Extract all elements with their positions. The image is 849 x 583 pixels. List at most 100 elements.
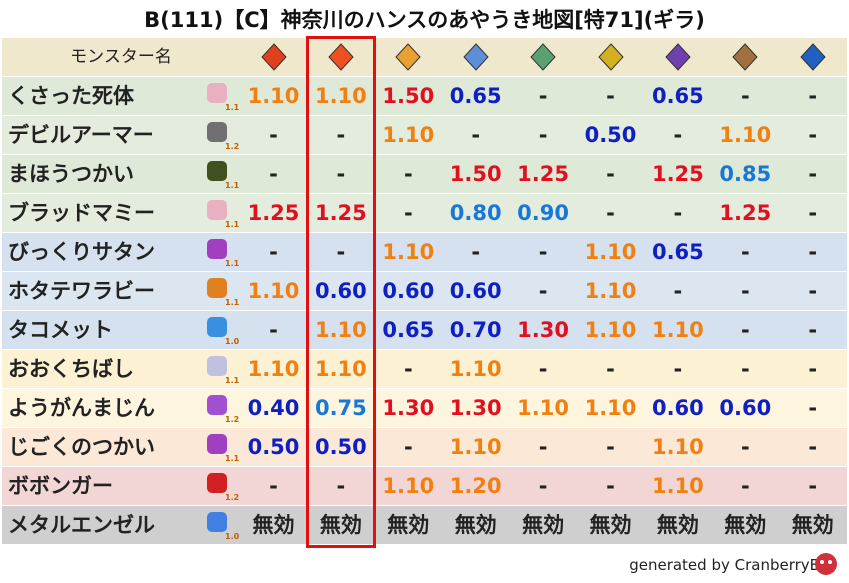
monster-icon: [207, 239, 227, 259]
resistance-value: -: [471, 123, 481, 147]
resistance-value: -: [808, 240, 818, 264]
icon: [395, 43, 421, 71]
monster-level: 1.1: [225, 259, 240, 268]
resistance-value: 0.50: [314, 435, 367, 459]
monster-icon: [207, 434, 227, 454]
resistance-value: 1.10: [247, 357, 300, 381]
resistance-value: 1.10: [449, 357, 502, 381]
header-label: モンスター名: [70, 47, 172, 67]
resistance-value: -: [471, 240, 481, 264]
resistance-value: 0.60: [314, 279, 367, 303]
table-row: ボボンガー 1.2 - - 1.10 1.20 - - 1.10 - -: [2, 467, 847, 506]
icon: [597, 43, 624, 71]
resistance-value: 1.10: [314, 357, 367, 381]
resistance-value: -: [403, 162, 413, 186]
resistance-value: -: [269, 318, 278, 342]
resistance-value: -: [740, 84, 750, 108]
monster-level: 1.1: [225, 298, 240, 307]
resistance-value: -: [606, 357, 615, 381]
resistance-value: -: [740, 474, 750, 498]
icon: [328, 43, 354, 71]
resistance-value: 1.30: [382, 396, 435, 420]
element-icon: [577, 38, 644, 76]
element-icon: [644, 38, 711, 76]
resistance-value: -: [336, 240, 346, 264]
resistance-value: 1.25: [517, 162, 569, 186]
resistance-value: 1.25: [314, 201, 367, 225]
table-row: じごくのつかい 1.1 0.50 0.50 - 1.10 - - 1.10 - -: [2, 428, 847, 467]
table-row: デビルアーマー 1.2 - - 1.10 - - 0.50 - 1.10 -: [2, 116, 847, 155]
monster-name: メタルエンゼル: [8, 513, 155, 537]
monster-level: 1.1: [225, 376, 240, 385]
monster-level: 1.1: [225, 181, 240, 190]
resistance-value: -: [740, 357, 750, 381]
resistance-value: 0.80: [449, 201, 502, 225]
resistance-value: 1.10: [247, 279, 300, 303]
resistance-value: 0.65: [651, 84, 704, 108]
monster-level: 1.1: [225, 454, 240, 463]
monster-icon: [207, 473, 227, 493]
element-icon: [375, 38, 442, 76]
resistance-value: -: [808, 435, 818, 459]
resistance-value: 1.10: [382, 240, 435, 264]
monster-name: じごくのつかい: [8, 435, 155, 459]
resistance-value: 無効: [522, 513, 565, 537]
monster-name: おおくちばし: [8, 357, 134, 381]
resistance-value: 1.25: [247, 201, 300, 225]
resistance-value: 無効: [589, 513, 632, 537]
element-icon: [442, 38, 509, 76]
monster-name: ボボンガー: [8, 474, 113, 498]
monster-name: ようがんまじん: [8, 396, 155, 420]
resistance-value: 1.10: [651, 474, 704, 498]
resistance-value: 1.10: [382, 123, 435, 147]
resistance-value: -: [538, 357, 548, 381]
resistance-value: 無効: [252, 513, 295, 537]
resistance-value: -: [538, 279, 548, 303]
monster-level: 1.2: [225, 142, 240, 151]
resistance-value: 0.50: [247, 435, 300, 459]
resistance-value: -: [606, 474, 615, 498]
monster-name: ホタテワラビー: [8, 279, 155, 303]
resistance-value: 0.65: [382, 318, 435, 342]
resistance-value: -: [673, 279, 683, 303]
resistance-value: 1.10: [449, 435, 502, 459]
resistance-value: -: [673, 123, 683, 147]
resistance-value: -: [403, 357, 413, 381]
resistance-value: 0.70: [449, 318, 502, 342]
resistance-value: 0.65: [651, 240, 704, 264]
resistance-value: 無効: [319, 513, 362, 537]
resistance-value: -: [606, 84, 615, 108]
element-icon: [779, 38, 846, 76]
resistance-value: 0.60: [651, 396, 704, 420]
element-icon: [712, 38, 779, 76]
resistance-value: 0.60: [719, 396, 772, 420]
icon: [665, 43, 691, 71]
monster-icon: [207, 356, 227, 376]
resistance-value: 1.10: [651, 435, 704, 459]
resistance-value: -: [740, 435, 750, 459]
monster-name: びっくりサタン: [8, 240, 155, 264]
resistance-value: 1.10: [382, 474, 435, 498]
icon: [463, 43, 489, 71]
column-highlight: [306, 36, 376, 548]
resistance-value: 0.65: [449, 84, 502, 108]
resistance-value: -: [336, 162, 346, 186]
table-row: タコメット 1.0 - 1.10 0.65 0.70 1.30 1.10 1.10 - -: [2, 311, 847, 350]
monster-level: 1.1: [225, 220, 240, 229]
monster-level: 1.2: [225, 493, 240, 502]
bot-icon: [815, 553, 837, 575]
monster-icon: [207, 122, 227, 142]
resistance-value: 1.25: [719, 201, 772, 225]
resistance-value: -: [269, 240, 278, 264]
resistance-value: 1.10: [247, 84, 300, 108]
resistance-value: -: [808, 357, 818, 381]
title: B(111)【C】神奈川のハンスのあやうき地図[特71](ギラ): [144, 8, 705, 32]
resistance-value: -: [808, 162, 818, 186]
resistance-value: 0.75: [314, 396, 367, 420]
resistance-value: -: [606, 162, 615, 186]
resistance-value: 0.60: [382, 279, 435, 303]
resistance-value: 1.10: [584, 318, 637, 342]
table-row: ホタテワラビー 1.1 1.10 0.60 0.60 0.60 - 1.10 - - -: [2, 272, 847, 311]
resistance-value: 無効: [387, 513, 430, 537]
